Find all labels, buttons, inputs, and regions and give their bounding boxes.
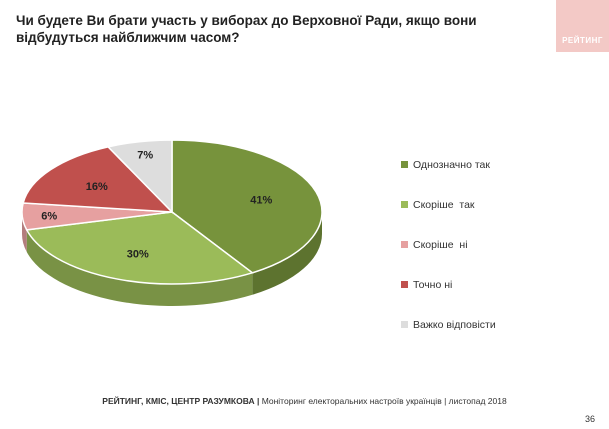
footer-source: РЕЙТИНГ, КМІС, ЦЕНТР РАЗУМКОВА | — [102, 396, 260, 406]
data-label-0: 41% — [250, 195, 272, 207]
legend-label-3: Точно ні — [413, 279, 452, 291]
data-label-4: 7% — [137, 149, 153, 161]
data-label-1: 30% — [127, 249, 149, 261]
legend-swatch-4 — [401, 321, 408, 328]
legend-label-4: Важко відповісти — [413, 319, 496, 331]
legend-label-0: Однозначно так — [413, 159, 490, 171]
pie-side-1 — [26, 229, 253, 306]
pie-slice-3 — [22, 146, 174, 213]
legend-swatch-2 — [401, 241, 408, 248]
legend-swatch-3 — [401, 281, 408, 288]
footer-description: Моніторинг електоральних настроїв україн… — [259, 396, 507, 406]
data-label-2: 6% — [41, 211, 57, 223]
pie-slice-4 — [106, 139, 173, 214]
chart-title: Чи будете Ви брати участь у виборах до В… — [16, 13, 477, 45]
page-number: 36 — [584, 414, 595, 424]
legend-label-2: Скоріше ні — [413, 239, 468, 251]
pie-slice-1 — [25, 211, 255, 285]
rating-logo: РЕЙТИНГ — [556, 0, 609, 52]
logo-text: РЕЙТИНГ — [562, 36, 603, 45]
legend-label-1: Скоріше так — [413, 199, 475, 211]
legend-swatch-0 — [401, 161, 408, 168]
pie-side-0 — [252, 212, 322, 295]
legend-swatch-1 — [401, 201, 408, 208]
footer: РЕЙТИНГ, КМІС, ЦЕНТР РАЗУМКОВА | Монітор… — [0, 396, 609, 406]
data-label-3: 16% — [86, 181, 108, 193]
